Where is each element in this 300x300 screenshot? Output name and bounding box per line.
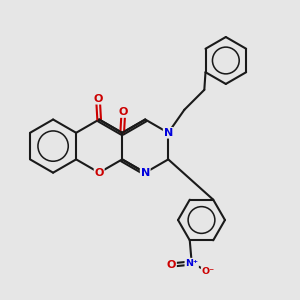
Text: O: O [94,168,104,178]
Text: O⁻: O⁻ [202,267,215,276]
Text: N⁺: N⁺ [185,259,198,268]
Text: O: O [167,260,176,270]
Text: O: O [93,94,103,104]
Text: N: N [141,168,150,178]
Text: N: N [164,128,173,138]
Text: O: O [119,107,128,117]
